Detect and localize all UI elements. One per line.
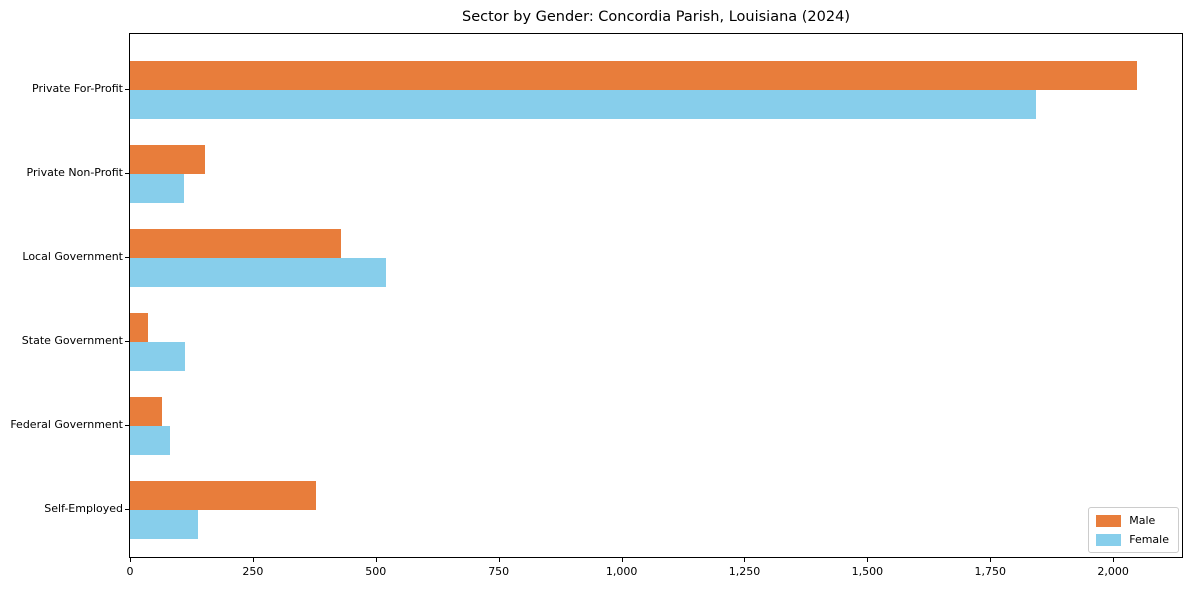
y-tick-mark: [125, 341, 129, 342]
y-tick-mark: [125, 257, 129, 258]
legend-swatch-male: [1096, 514, 1122, 527]
bar-male: [130, 145, 205, 174]
y-axis-label: Local Government: [22, 250, 123, 263]
x-axis-label: 1,750: [974, 565, 1007, 578]
bar-female: [130, 342, 185, 371]
x-axis-label: 750: [488, 565, 510, 578]
x-axis-label: 250: [242, 565, 264, 578]
bar-male: [130, 481, 316, 510]
x-axis-label: 500: [365, 565, 387, 578]
x-axis-label: 1,250: [728, 565, 761, 578]
bar-female: [130, 174, 184, 203]
bar-male: [130, 397, 162, 426]
x-tick-mark: [252, 558, 254, 562]
y-tick-mark: [125, 509, 129, 510]
bar-female: [130, 426, 170, 455]
chart-title: Sector by Gender: Concordia Parish, Loui…: [462, 9, 850, 25]
x-axis-label: 2,000: [1097, 565, 1129, 578]
y-axis-label: Private For-Profit: [32, 82, 123, 95]
x-axis-label: 0: [126, 565, 134, 578]
x-tick-mark: [867, 558, 869, 562]
x-tick-mark: [375, 558, 377, 562]
y-tick-mark: [125, 89, 129, 90]
x-tick-mark: [744, 558, 746, 562]
bar-female: [130, 510, 198, 539]
y-axis-label: Private Non-Profit: [26, 166, 123, 179]
bar-female: [130, 258, 386, 287]
legend-entry: Female: [1096, 533, 1169, 546]
bar-male: [130, 229, 341, 258]
x-axis-label: 1,000: [605, 565, 638, 578]
legend-swatch-female: [1096, 533, 1122, 546]
x-tick-mark: [1113, 558, 1115, 562]
y-tick-mark: [125, 425, 129, 426]
x-tick-mark: [498, 558, 500, 562]
legend-entry: Male: [1096, 514, 1169, 527]
y-axis-label: Self-Employed: [44, 502, 123, 515]
legend-label: Female: [1129, 533, 1169, 546]
legend: Male Female: [1088, 507, 1179, 553]
x-tick-mark: [990, 558, 992, 562]
bar-female: [130, 90, 1036, 119]
x-tick-mark: [621, 558, 623, 562]
x-tick-mark: [130, 558, 131, 562]
x-axis-label: 1,500: [851, 565, 884, 578]
plot-area: Male Female: [129, 33, 1183, 558]
y-axis-label: State Government: [21, 334, 123, 347]
y-axis-label: Federal Government: [10, 418, 123, 431]
legend-label: Male: [1129, 514, 1156, 527]
y-tick-mark: [125, 173, 129, 174]
bar-male: [130, 61, 1137, 90]
bar-male: [130, 313, 148, 342]
